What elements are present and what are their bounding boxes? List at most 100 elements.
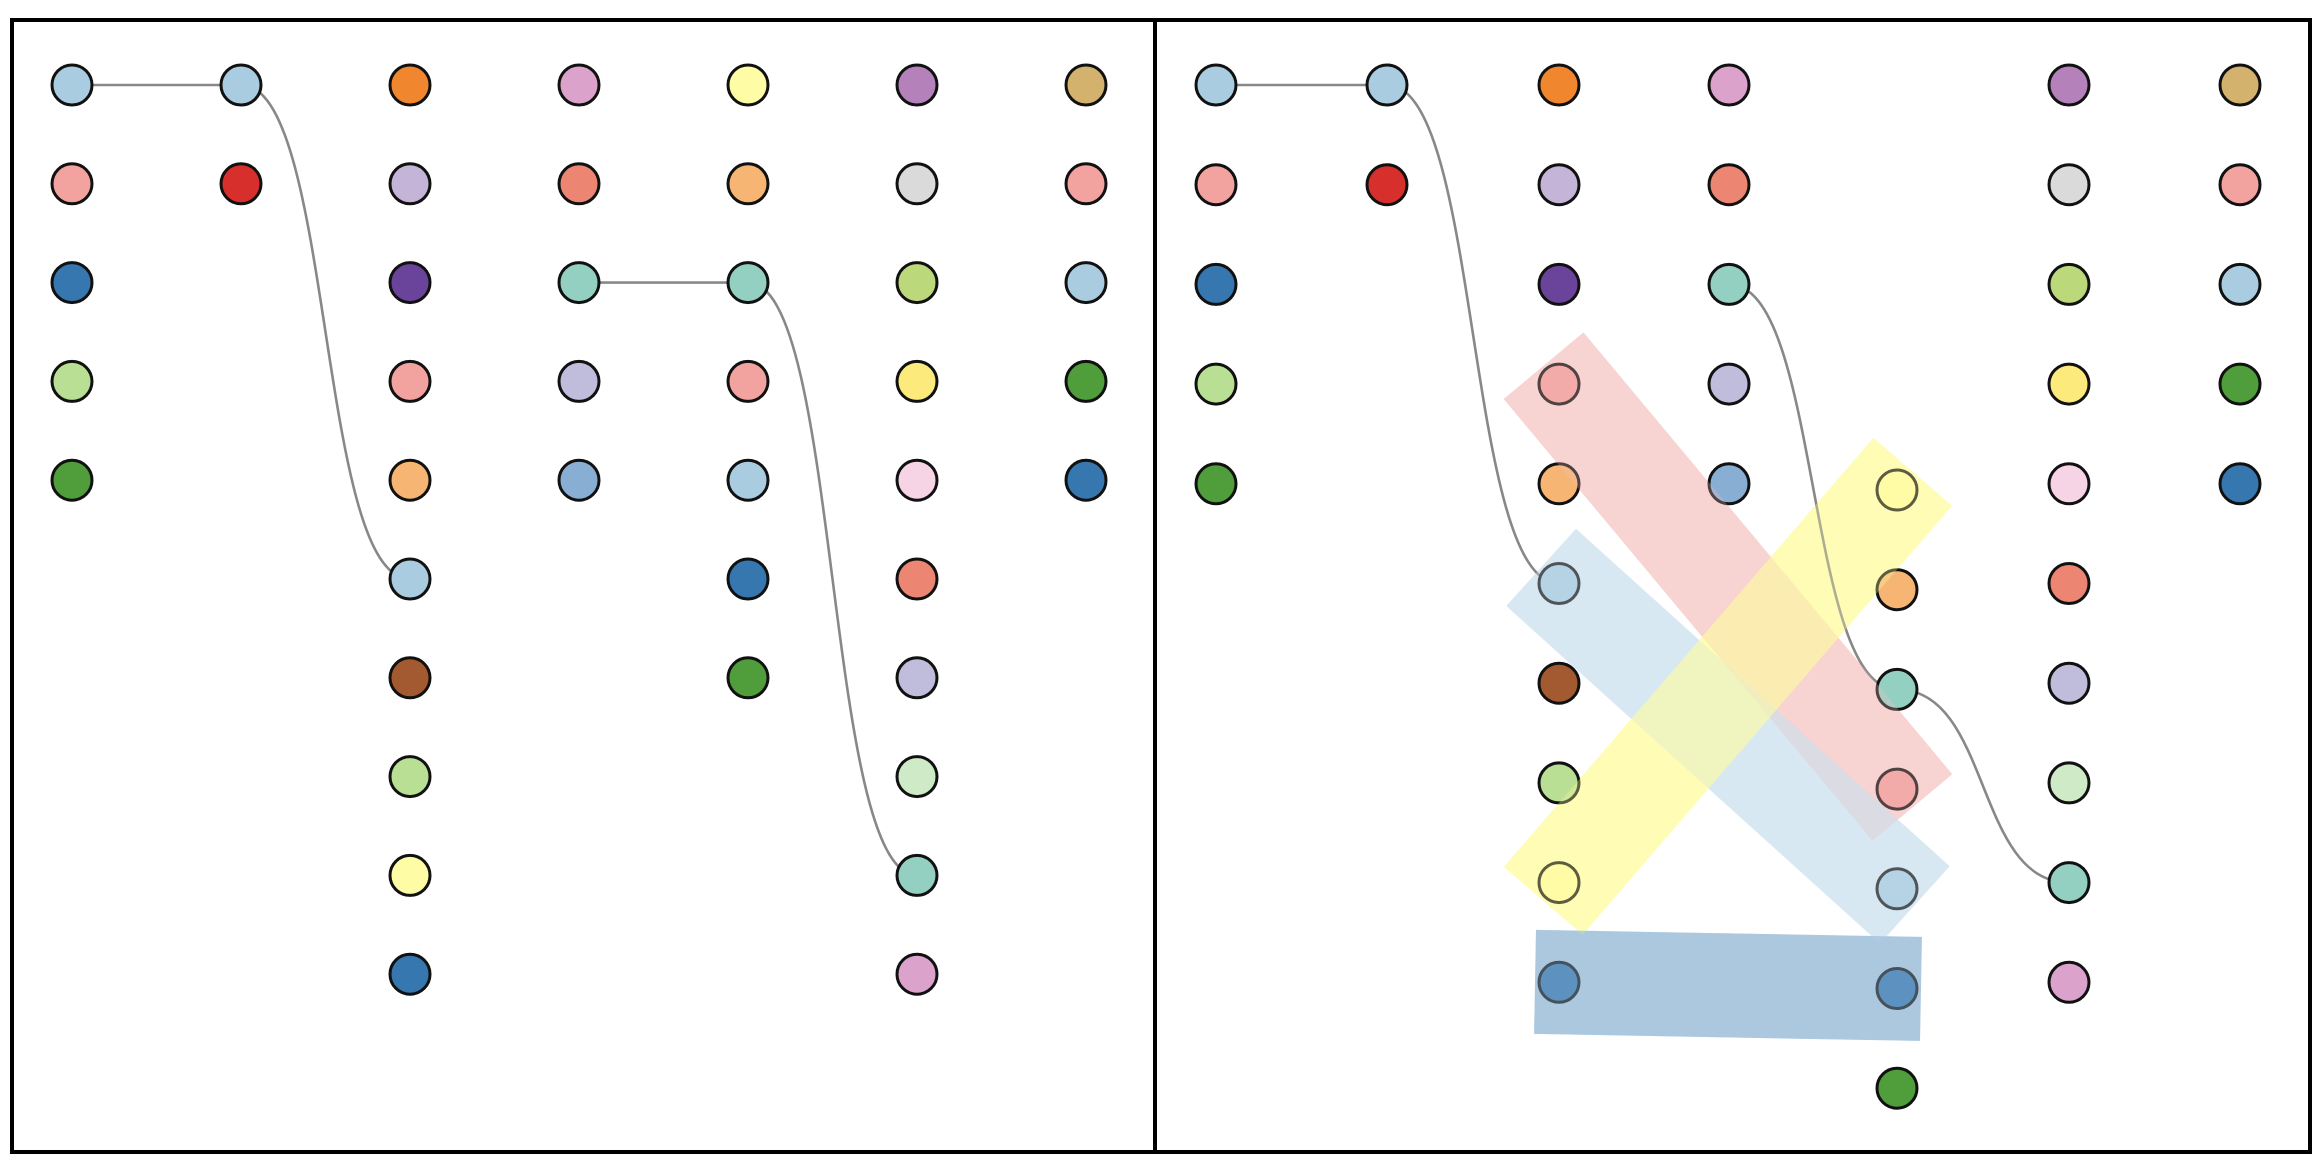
node-blue <box>388 952 432 996</box>
node-lightpink <box>895 458 939 502</box>
link-edge <box>240 83 411 581</box>
node-lightyellow <box>388 853 432 897</box>
node-pink <box>1875 767 1919 811</box>
node-violet <box>2047 63 2091 107</box>
node-red <box>1365 163 1409 207</box>
highlight-band <box>1534 929 1922 1041</box>
band-overlay-layer <box>1503 332 1953 1041</box>
node-red <box>219 162 263 206</box>
node-lightblue <box>1194 63 1238 107</box>
node-peach <box>388 458 432 502</box>
node-lightblue <box>388 557 432 601</box>
node-peach <box>1875 568 1919 612</box>
node-lightblue <box>1064 261 1108 305</box>
node-lightyellow <box>1875 468 1919 512</box>
highlight-band-overlay <box>1503 332 1953 841</box>
figure-frame <box>10 18 2312 1154</box>
node-lime <box>2047 262 2091 306</box>
link-layer <box>1216 83 2070 884</box>
node-mauve <box>895 952 939 996</box>
node-lightblue <box>1875 867 1919 911</box>
node-pink <box>1194 163 1238 207</box>
node-lightgreen <box>388 755 432 799</box>
node-yellow <box>895 359 939 403</box>
node-teal <box>1875 667 1919 711</box>
node-periwinkle <box>557 359 601 403</box>
node-khaki <box>1064 63 1108 107</box>
left-panel <box>50 63 1108 996</box>
link-edge <box>1728 283 1898 691</box>
node-peach <box>726 162 770 206</box>
node-green <box>726 656 770 700</box>
node-khaki <box>2218 63 2262 107</box>
node-lightgray <box>895 162 939 206</box>
link-layer <box>72 83 918 877</box>
node-violet <box>895 63 939 107</box>
node-steelblue <box>557 458 601 502</box>
node-pink <box>1064 162 1108 206</box>
node-pink <box>388 359 432 403</box>
node-pink <box>1537 362 1581 406</box>
node-palegreen <box>2047 761 2091 805</box>
node-teal <box>1707 262 1751 306</box>
node-salmon <box>895 557 939 601</box>
node-lightgreen <box>1537 761 1581 805</box>
node-periwinkle <box>895 656 939 700</box>
node-pink <box>726 359 770 403</box>
node-blue <box>1064 458 1108 502</box>
node-palegreen <box>895 755 939 799</box>
node-lavender <box>1537 163 1581 207</box>
node-lightblue <box>1537 562 1581 605</box>
node-orange <box>1537 63 1581 107</box>
node-lightblue <box>2218 262 2262 306</box>
node-green <box>50 458 94 502</box>
node-purple <box>388 261 432 305</box>
node-mauve <box>557 63 601 107</box>
node-lime <box>895 261 939 305</box>
node-brown <box>388 656 432 700</box>
highlight-band <box>1503 437 1953 935</box>
node-teal <box>895 853 939 897</box>
node-lightblue <box>50 63 94 107</box>
node-green <box>1064 359 1108 403</box>
node-mauve <box>1707 63 1751 107</box>
node-layer <box>1194 63 2262 1110</box>
highlight-band-overlay <box>1534 929 1922 1041</box>
node-layer <box>50 63 1108 996</box>
node-lightblue <box>219 63 263 107</box>
node-lightgreen <box>50 359 94 403</box>
node-lightyellow <box>1537 861 1581 905</box>
node-brown <box>1537 661 1581 705</box>
node-lightpink <box>2047 462 2091 506</box>
node-blue <box>726 557 770 601</box>
node-teal <box>726 261 770 305</box>
highlight-band-overlay <box>1503 437 1953 935</box>
node-peach <box>1537 462 1581 506</box>
node-purple <box>1537 262 1581 306</box>
node-salmon <box>1707 163 1751 207</box>
node-lightgray <box>2047 163 2091 207</box>
node-blue <box>50 261 94 305</box>
node-steelblue <box>1707 462 1751 506</box>
node-pink <box>2218 163 2262 207</box>
node-blue <box>1537 960 1581 1004</box>
band-layer <box>1503 332 1953 1041</box>
right-panel <box>1194 63 2262 1110</box>
node-blue <box>2218 462 2262 506</box>
node-mauve <box>2047 960 2091 1004</box>
link-edge <box>1386 83 1560 585</box>
highlight-band-overlay <box>1506 528 1950 944</box>
node-lavender <box>388 162 432 206</box>
node-lightblue <box>1365 63 1409 107</box>
node-yellow <box>2047 362 2091 406</box>
node-lightblue <box>726 458 770 502</box>
node-periwinkle <box>1707 362 1751 406</box>
node-teal <box>557 261 601 305</box>
node-periwinkle <box>2047 661 2091 705</box>
node-green <box>1875 1066 1919 1110</box>
node-green <box>1194 462 1238 506</box>
node-green <box>2218 362 2262 406</box>
node-salmon <box>557 162 601 206</box>
node-blue <box>1194 262 1238 306</box>
